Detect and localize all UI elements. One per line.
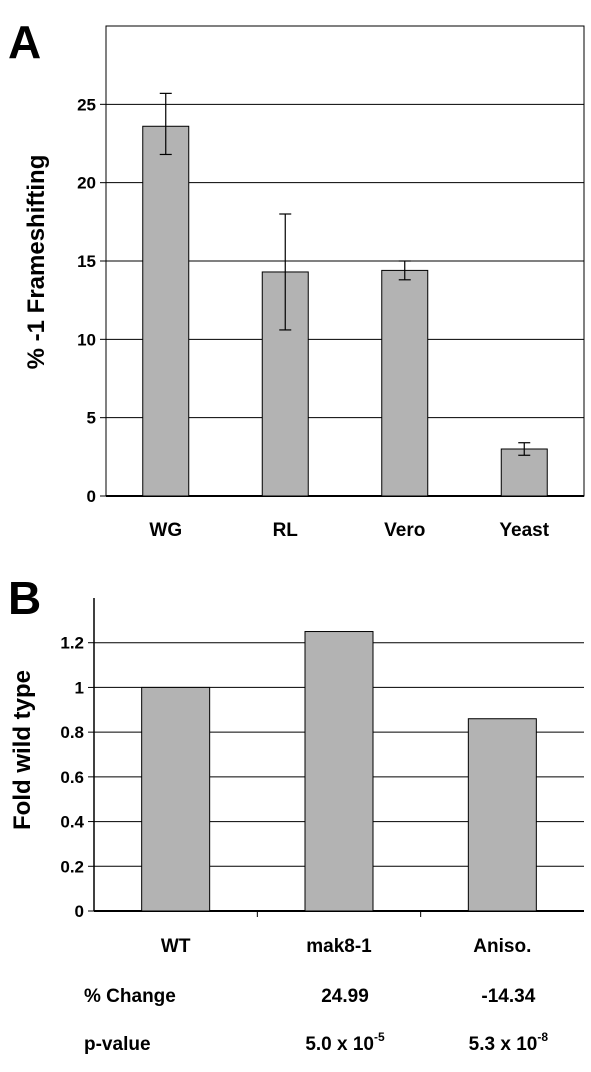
y-tick-label: 15 <box>77 252 96 271</box>
y-tick-label: 0 <box>75 902 84 921</box>
y-tick-label: 0.2 <box>60 857 84 876</box>
category-label: RL <box>273 520 299 541</box>
panel-b-categories: WT mak8-1 Aniso. <box>161 936 531 957</box>
bar <box>500 448 548 497</box>
y-tick-label: 1 <box>75 678 84 697</box>
category-label: Yeast <box>499 520 549 541</box>
panel-b-bars <box>141 631 537 912</box>
y-tick-label: 0.6 <box>60 768 84 787</box>
panel-b-stats-table: % Change 24.99 -14.34 p-value 5.0 x 10-5 5.3 … <box>84 986 549 1055</box>
category-label: WG <box>149 520 182 541</box>
error-bar <box>398 260 411 281</box>
table-cell: -14.34 <box>481 986 535 1007</box>
bar <box>467 718 537 912</box>
error-bar <box>518 442 531 456</box>
y-tick-label: 0.8 <box>60 723 84 742</box>
bar <box>141 686 211 912</box>
table-cell: 5.0 x 10-5 <box>305 1030 385 1055</box>
bar <box>142 125 190 497</box>
panel-b-letter: B <box>8 572 41 624</box>
panel-a-y-ticks: 0 5 10 15 20 25 <box>77 95 106 506</box>
table-cell: 24.99 <box>321 986 369 1007</box>
error-bar <box>159 92 172 156</box>
table-cell: 5.3 x 10-8 <box>469 1030 549 1055</box>
panel-b: B 0 0.2 0.4 0.6 0.8 1 1.2 WT mak8-1 Aniso. Fold … <box>8 572 584 1055</box>
table-row-label: p-value <box>84 1034 151 1055</box>
y-tick-label: 1.2 <box>60 634 84 653</box>
category-label: Aniso. <box>473 936 531 957</box>
panel-a-letter: A <box>8 16 41 68</box>
panel-a-y-axis-title: % -1 Frameshifting <box>23 155 50 370</box>
bar <box>381 269 429 497</box>
panel-b-y-axis-title: Fold wild type <box>9 670 36 830</box>
category-label: Vero <box>384 520 425 541</box>
panel-a-categories: WG RL Vero Yeast <box>149 520 549 541</box>
y-tick-label: 0 <box>87 487 96 506</box>
y-tick-label: 20 <box>77 174 96 193</box>
error-bar <box>279 213 292 331</box>
panel-a-error-bars <box>159 92 531 456</box>
panel-a: A 0 5 10 15 20 25 WG RL Vero Yeast % -1 Frameshi… <box>8 16 585 541</box>
category-label: WT <box>161 936 191 957</box>
y-tick-label: 25 <box>77 95 96 114</box>
y-tick-label: 5 <box>87 409 96 428</box>
bar <box>304 631 374 912</box>
category-label: mak8-1 <box>306 936 372 957</box>
table-row-label: % Change <box>84 986 176 1007</box>
panel-b-y-ticks: 0 0.2 0.4 0.6 0.8 1 1.2 <box>60 634 94 921</box>
y-tick-label: 0.4 <box>60 813 84 832</box>
y-tick-label: 10 <box>77 330 96 349</box>
